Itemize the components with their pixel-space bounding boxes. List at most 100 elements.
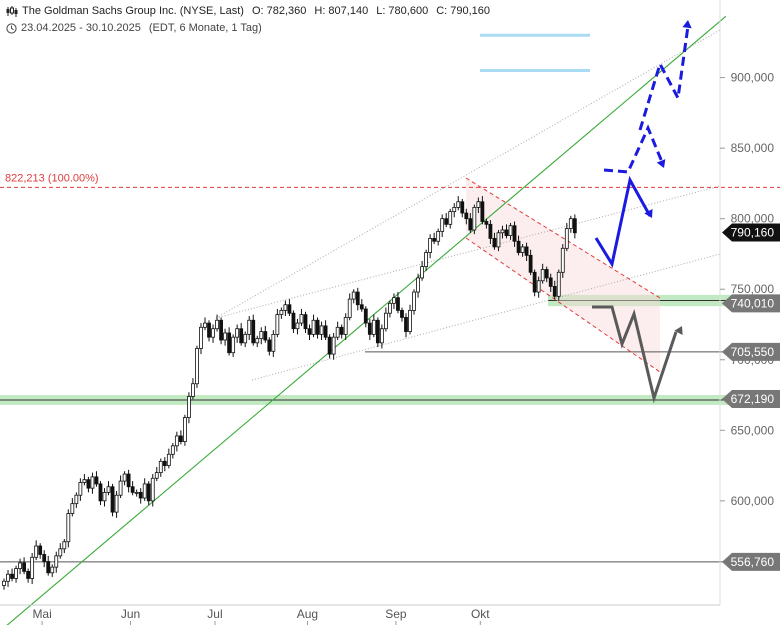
candle (247, 319, 252, 335)
candle (552, 285, 557, 297)
candle (544, 269, 549, 279)
candle (508, 225, 513, 237)
candle (536, 280, 541, 293)
candle (78, 482, 83, 496)
candle (476, 201, 481, 208)
candle (540, 269, 545, 282)
close-value: C: 790,160 (436, 5, 491, 17)
candle (174, 435, 179, 447)
x-tick-label: Jun (121, 607, 140, 621)
candle (86, 479, 91, 489)
candle (118, 480, 123, 496)
candle (70, 503, 75, 514)
candle (363, 308, 368, 324)
candle (74, 494, 79, 505)
candle (263, 331, 268, 341)
target-scenario-path (638, 25, 690, 131)
y-tick-label: 750,000 (731, 282, 775, 296)
candle (484, 221, 489, 225)
chart-header: The Goldman Sachs Group Inc. (NYSE, Last… (6, 5, 498, 17)
candle (432, 238, 437, 242)
y-tick-label: 600,000 (731, 494, 775, 508)
candle (428, 238, 433, 253)
price-label-tag (722, 342, 780, 361)
candle (359, 304, 364, 310)
candle (436, 230, 441, 242)
candle (187, 396, 191, 419)
candle (291, 312, 296, 330)
price-label-tag (722, 294, 780, 313)
candle (203, 322, 207, 328)
candle (34, 545, 39, 558)
candle (343, 317, 348, 335)
fib-level-label: 822,213 (100.00%) (5, 172, 99, 184)
candle (408, 309, 412, 332)
candle (158, 460, 163, 474)
candle (18, 562, 22, 569)
candle (2, 580, 6, 586)
candle (396, 297, 400, 311)
price-label-text: 705,550 (731, 345, 775, 359)
candle (102, 491, 107, 502)
candle (323, 325, 328, 338)
candle (138, 491, 143, 499)
candle (22, 562, 27, 572)
x-tick-label: Aug (297, 607, 318, 621)
x-tick-label: Sep (385, 607, 407, 621)
candle (211, 328, 215, 338)
candle (251, 319, 256, 344)
candle (14, 568, 18, 579)
y-tick-label: 800,000 (731, 212, 775, 226)
high-value: H: 807,140 (314, 5, 369, 17)
bullish-scenario-path (594, 175, 652, 268)
candle (460, 201, 465, 214)
candle (279, 309, 284, 316)
candle (150, 477, 155, 502)
candle (412, 291, 416, 311)
candle (287, 304, 292, 314)
price-label-tag (722, 552, 780, 571)
candle (375, 319, 380, 344)
channel-dotted-line (215, 29, 721, 319)
candle (371, 319, 376, 335)
candle (142, 483, 147, 499)
candle (295, 322, 300, 330)
candlestick-icon (6, 5, 18, 17)
candle (303, 314, 308, 330)
candle (126, 473, 131, 488)
candle (219, 319, 223, 341)
candle (227, 332, 232, 354)
candle (556, 271, 561, 297)
candle (6, 573, 10, 582)
candle (367, 322, 372, 335)
candle (504, 229, 509, 237)
chart-subheader: 23.04.2025 - 30.10.2025 (EDT, 6 Monate, 1… (6, 22, 270, 34)
candle (231, 336, 236, 354)
candle (255, 338, 260, 344)
candle (162, 460, 167, 466)
candle (62, 541, 67, 550)
open-value: O: 782,360 (251, 5, 307, 17)
bullish-alt-path (603, 124, 664, 174)
candle (335, 326, 340, 338)
candle (480, 201, 485, 222)
candle (472, 206, 477, 231)
candle (572, 218, 577, 234)
instrument-title: The Goldman Sachs Group Inc. (NYSE, Last… (22, 5, 244, 17)
candle (90, 476, 95, 489)
candle (195, 348, 199, 385)
candle (355, 291, 360, 306)
candle (42, 554, 47, 562)
candle (564, 228, 569, 249)
bullish-scenario-arrowhead (644, 209, 653, 218)
y-tick-label: 900,000 (731, 71, 775, 85)
candle (130, 486, 135, 493)
candle (267, 339, 272, 352)
candle (166, 453, 171, 466)
candle (146, 483, 151, 502)
candle (283, 304, 288, 311)
candle (58, 548, 63, 557)
candle (239, 328, 244, 344)
candle (191, 383, 195, 397)
